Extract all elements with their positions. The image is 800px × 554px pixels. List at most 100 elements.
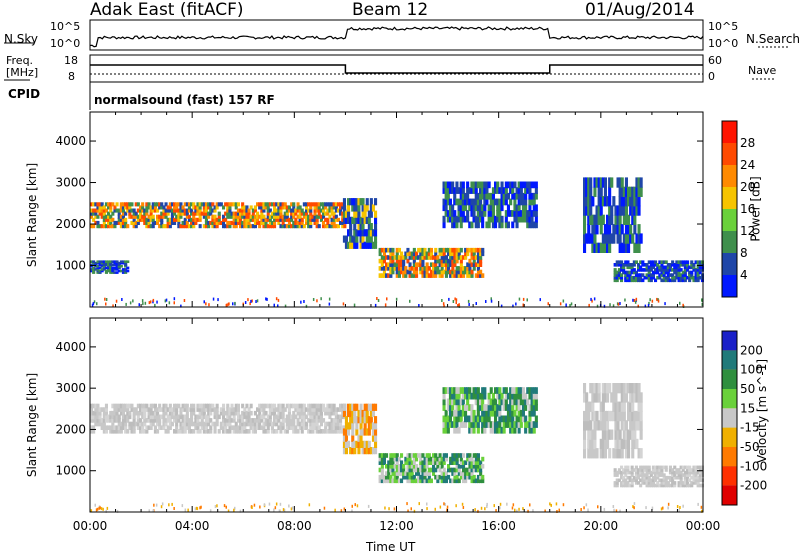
velocity-cell (690, 475, 694, 480)
velocity-cell (459, 453, 463, 458)
velocity-cell (427, 460, 431, 465)
velocity-ground-scatter (633, 502, 636, 506)
velocity-ground-scatter (700, 505, 703, 509)
power-ground-scatter (635, 297, 638, 301)
power-cell (228, 224, 232, 229)
velocity-cell (462, 471, 466, 476)
power-cell (517, 210, 521, 217)
power-cell (309, 205, 313, 210)
velocity-cell (270, 421, 274, 427)
power-cell (622, 263, 626, 267)
power-cell (294, 217, 298, 222)
power-cell (121, 224, 125, 229)
velocity-cell (656, 473, 660, 477)
power-cell (615, 275, 619, 280)
power-cell (666, 270, 670, 275)
power-cell (190, 224, 194, 229)
power-cell (147, 217, 151, 222)
power-cell (211, 202, 215, 207)
power-cell (166, 220, 170, 225)
power-cell (270, 224, 274, 229)
velocity-cell (292, 425, 296, 430)
velocity-cell (153, 414, 157, 420)
velocity-cell (589, 448, 593, 459)
velocity-cell (628, 470, 632, 475)
power-ground-scatter (418, 304, 420, 307)
power-cell (117, 208, 121, 213)
power-cell (444, 266, 448, 271)
velocity-cell (222, 421, 226, 427)
velocity-cell (603, 448, 607, 459)
power-cell (690, 263, 694, 267)
velocity-cell (622, 438, 626, 450)
power-ground-scatter (92, 302, 95, 306)
velocity-cell (397, 471, 401, 476)
velocity-cell (583, 392, 587, 403)
power-cell (211, 220, 215, 225)
power-cell (624, 205, 628, 216)
power-cell (192, 217, 196, 222)
freq-trace (90, 64, 703, 74)
power-cell (326, 217, 330, 222)
velocity-cell (612, 383, 616, 394)
power-cell (479, 247, 483, 253)
velocity-cell (489, 404, 493, 411)
power-cell (668, 263, 672, 267)
velocity-cell (654, 473, 658, 477)
velocity-cell (461, 409, 465, 417)
power-cell (472, 258, 476, 264)
power-cell (415, 262, 419, 267)
power-cell (472, 204, 476, 212)
power-cell (595, 214, 599, 225)
noise-right-label: N.Search (746, 32, 800, 46)
power-cell (260, 214, 264, 219)
velocity-cell (483, 415, 487, 423)
power-cell (412, 251, 416, 257)
power-cell (170, 202, 174, 207)
velocity-cell (287, 425, 291, 430)
velocity-cell (461, 387, 465, 394)
velocity-cell (455, 409, 459, 417)
power-cell (481, 215, 485, 223)
power-cell (599, 205, 603, 216)
velocity-cell (679, 475, 683, 480)
velocity-cell (256, 418, 260, 423)
power-ground-scatter (132, 299, 134, 303)
power-cell (102, 208, 106, 213)
power-cell (448, 215, 452, 223)
velocity-cell (451, 404, 455, 411)
velocity-cell (412, 474, 416, 480)
power-cell (451, 247, 455, 253)
power-cell (459, 247, 463, 253)
power-cell (115, 265, 119, 268)
x-tick-label: 12:00 (379, 519, 414, 533)
velocity-cell (517, 404, 521, 411)
velocity-cell (339, 421, 343, 427)
power-cell (281, 202, 285, 207)
power-cell (408, 255, 412, 260)
power-cell (455, 187, 459, 194)
velocity-cell (141, 414, 145, 420)
power-ground-scatter (342, 302, 345, 306)
velocity-ground-scatter (443, 502, 445, 506)
velocity-colorbar-tick: -200 (740, 479, 767, 493)
velocity-cell (455, 426, 459, 434)
power-cell (309, 211, 313, 216)
power-cell (94, 263, 98, 267)
power-cell (649, 265, 653, 270)
power-cell (334, 217, 338, 222)
velocity-ground-scatter (512, 503, 515, 507)
power-cell (451, 266, 455, 271)
power-cell (521, 198, 525, 206)
velocity-cell (251, 421, 255, 427)
power-cell (258, 202, 262, 207)
velocity-ground-scatter (632, 505, 634, 509)
velocity-cell (245, 410, 249, 416)
velocity-cell (183, 421, 187, 427)
power-cell (275, 202, 279, 207)
velocity-cell (509, 415, 513, 423)
power-cell (185, 211, 189, 216)
power-cell (160, 217, 164, 222)
power-cell (673, 275, 677, 280)
power-cell (481, 273, 485, 278)
